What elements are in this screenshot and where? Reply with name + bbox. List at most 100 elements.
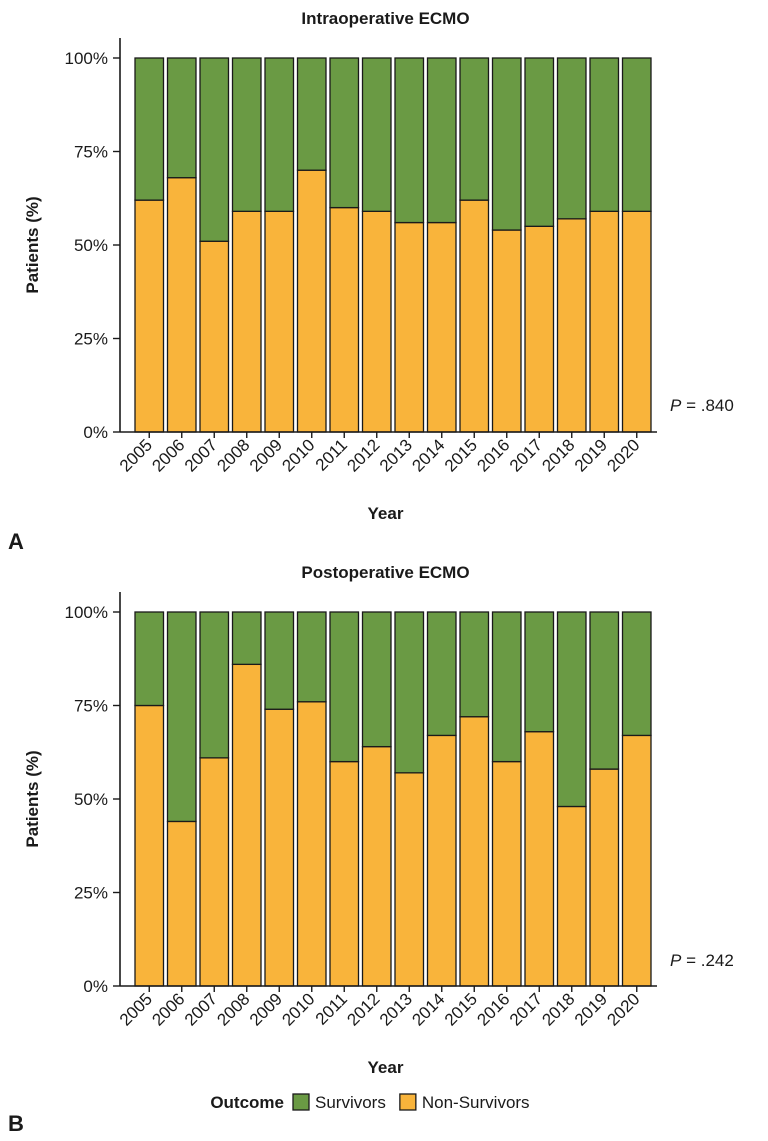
bar-survivors-2018 (556, 611, 587, 808)
x-tick-label: 2011 (312, 989, 351, 1028)
legend-swatch-non-survivors (399, 1093, 417, 1111)
y-tick-label: 0% (83, 423, 108, 442)
y-axis-label: Patients (%) (23, 196, 42, 293)
bar-non-survivors-2007 (199, 240, 230, 433)
x-tick-label: 2005 (116, 435, 156, 475)
y-tick-label: 25% (74, 884, 108, 903)
x-tick-label: 2013 (376, 435, 416, 475)
bar-non-survivors-2019 (589, 768, 620, 987)
bar-non-survivors-2016 (491, 229, 522, 433)
bar-survivors-2005 (134, 611, 165, 707)
bar-survivors-2016 (491, 57, 522, 231)
y-axis-label: Patients (%) (23, 750, 42, 847)
bar-survivors-2006 (166, 57, 197, 179)
bar-non-survivors-2006 (166, 820, 197, 987)
p-value-symbol: P (670, 396, 682, 415)
x-axis-label: Year (368, 504, 404, 523)
bar-survivors-2007 (199, 57, 230, 242)
bar-survivors-2014 (426, 57, 457, 224)
bar-non-survivors-2016 (491, 760, 522, 987)
bar-survivors-2010 (296, 57, 327, 171)
x-tick-label: 2016 (473, 989, 513, 1029)
x-tick-label: 2014 (408, 989, 448, 1029)
legend: Outcome Survivors Non-Survivors (210, 1093, 529, 1112)
bar-non-survivors-2020 (621, 210, 652, 433)
x-tick-label: 2020 (603, 989, 643, 1029)
y-tick-label: 75% (74, 143, 108, 162)
bar-non-survivors-2012 (361, 745, 392, 987)
panel-label: A (8, 529, 24, 554)
p-value-symbol: P (670, 951, 682, 970)
bar-non-survivors-2007 (199, 757, 230, 987)
x-tick-label: 2010 (278, 989, 318, 1029)
bar-non-survivors-2010 (296, 701, 327, 987)
bar-non-survivors-2017 (524, 225, 555, 433)
p-value-text: = .242 (681, 951, 733, 970)
bar-survivors-2020 (621, 611, 652, 737)
p-value: P = .840 (670, 396, 734, 415)
panel-label: B (8, 1111, 24, 1136)
x-tick-label: 2014 (408, 435, 448, 475)
x-tick-label: 2015 (441, 435, 481, 475)
x-tick-label: 2019 (571, 989, 611, 1029)
y-tick-label: 0% (83, 977, 108, 996)
bar-survivors-2019 (589, 57, 620, 212)
bar-non-survivors-2012 (361, 210, 392, 433)
y-tick-label: 50% (74, 790, 108, 809)
bar-survivors-2012 (361, 611, 392, 748)
x-tick-label: 2020 (603, 435, 643, 475)
bar-non-survivors-2006 (166, 177, 197, 433)
bar-survivors-2009 (264, 611, 295, 710)
y-tick-label: 50% (74, 236, 108, 255)
bar-non-survivors-2013 (394, 221, 425, 433)
chart-title: Intraoperative ECMO (301, 9, 469, 28)
x-tick-label: 2009 (246, 989, 286, 1029)
x-tick-label: 2015 (441, 989, 481, 1029)
x-tick-label: 2009 (246, 435, 286, 475)
bar-non-survivors-2015 (459, 199, 490, 433)
y-tick-label: 25% (74, 330, 108, 349)
chart-panel-b: Postoperative ECMO0%25%50%75%100%2005200… (8, 563, 734, 1136)
bar-non-survivors-2018 (556, 218, 587, 433)
bar-survivors-2018 (556, 57, 587, 220)
bar-survivors-2019 (589, 611, 620, 770)
bar-non-survivors-2017 (524, 731, 555, 987)
bar-survivors-2016 (491, 611, 522, 763)
bar-survivors-2011 (329, 57, 360, 209)
y-tick-label: 100% (65, 603, 108, 622)
p-value-text: = .840 (681, 396, 733, 415)
bar-non-survivors-2009 (264, 708, 295, 987)
x-tick-label: 2019 (571, 435, 611, 475)
bar-non-survivors-2005 (134, 199, 165, 433)
bar-non-survivors-2010 (296, 169, 327, 433)
bar-survivors-2014 (426, 611, 457, 737)
x-tick-label: 2013 (376, 989, 416, 1029)
bar-survivors-2009 (264, 57, 295, 212)
x-tick-label: 2017 (506, 435, 546, 475)
x-axis-label: Year (368, 1058, 404, 1077)
chart-title: Postoperative ECMO (301, 563, 469, 582)
bar-survivors-2015 (459, 57, 490, 201)
bar-non-survivors-2008 (231, 210, 262, 433)
bar-survivors-2020 (621, 57, 652, 212)
bar-survivors-2007 (199, 611, 230, 759)
bar-survivors-2012 (361, 57, 392, 212)
x-tick-label: 2016 (473, 435, 513, 475)
x-tick-label: 2008 (213, 989, 253, 1029)
bar-survivors-2017 (524, 611, 555, 733)
bar-survivors-2006 (166, 611, 197, 823)
bar-non-survivors-2014 (426, 734, 457, 987)
bar-non-survivors-2013 (394, 772, 425, 987)
p-value: P = .242 (670, 951, 734, 970)
bar-non-survivors-2011 (329, 206, 360, 433)
x-tick-label: 2007 (181, 435, 221, 475)
bar-non-survivors-2014 (426, 221, 457, 433)
legend-swatch-survivors (292, 1093, 310, 1111)
bar-non-survivors-2018 (556, 805, 587, 987)
legend-label-survivors: Survivors (315, 1093, 386, 1112)
x-tick-label: 2006 (148, 435, 188, 475)
bar-survivors-2005 (134, 57, 165, 201)
x-tick-label: 2018 (538, 435, 578, 475)
legend-title: Outcome (210, 1093, 284, 1112)
